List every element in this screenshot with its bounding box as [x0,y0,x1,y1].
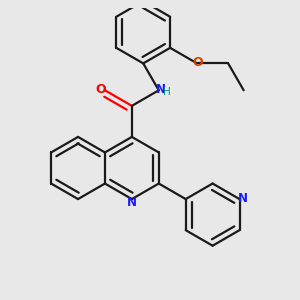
Text: N: N [155,83,165,96]
Text: N: N [127,196,137,209]
Text: N: N [238,192,248,205]
Text: O: O [193,56,203,69]
Text: O: O [96,83,106,96]
Text: H: H [163,87,171,97]
